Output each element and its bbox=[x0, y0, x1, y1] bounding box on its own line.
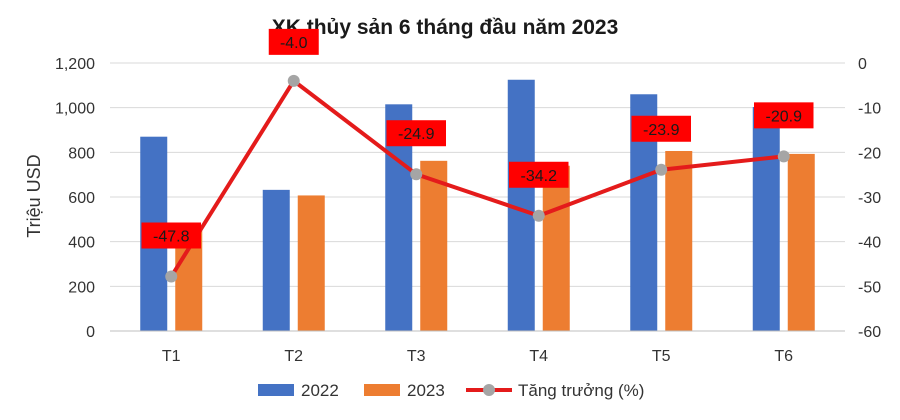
data-label-box bbox=[754, 102, 814, 129]
x-tick-label: T1 bbox=[162, 348, 181, 365]
y2-tick-label: -10 bbox=[858, 101, 881, 118]
data-label: -47.8 bbox=[153, 229, 190, 246]
x-tick-label: T6 bbox=[774, 348, 793, 365]
x-tick-label: T5 bbox=[652, 348, 671, 365]
bar-2022 bbox=[752, 106, 780, 331]
y2-tick-label: -60 bbox=[858, 324, 881, 341]
growth-marker bbox=[777, 150, 790, 163]
data-label: -24.9 bbox=[398, 126, 435, 143]
x-tick-label: T3 bbox=[407, 348, 426, 365]
y2-axis-ticks: -60 -50 -40 -30 -20 -10 0 bbox=[858, 56, 881, 341]
bar-2023 bbox=[542, 165, 570, 331]
x-tick-label: T2 bbox=[284, 348, 303, 365]
data-label: -34.2 bbox=[521, 168, 558, 185]
y-tick-label: 1,200 bbox=[55, 56, 95, 73]
x-axis-ticks: T1 T2 T3 T4 T5 T6 bbox=[162, 348, 793, 365]
y-tick-label: 0 bbox=[86, 324, 95, 341]
legend-label-2023: 2023 bbox=[407, 381, 445, 400]
growth-marker bbox=[410, 168, 423, 181]
y-axis-label: Triệu USD bbox=[24, 154, 44, 237]
bar-2023 bbox=[787, 153, 815, 331]
data-label-box bbox=[631, 115, 691, 142]
y2-tick-label: -50 bbox=[858, 279, 881, 296]
data-label-box bbox=[509, 161, 569, 188]
data-label-box bbox=[268, 28, 319, 55]
legend-label-2022: 2022 bbox=[301, 381, 339, 400]
bar-2023 bbox=[297, 195, 325, 331]
legend-marker-growth bbox=[483, 384, 495, 396]
growth-marker bbox=[655, 163, 668, 176]
growth-line-series: -47.8 -4.0 -24.9 -34.2 -23.9 -20.9 bbox=[141, 28, 814, 283]
y-tick-label: 400 bbox=[68, 235, 95, 252]
y-tick-label: 600 bbox=[68, 190, 95, 207]
growth-marker bbox=[532, 209, 545, 222]
y2-tick-label: -20 bbox=[858, 145, 881, 162]
gridlines bbox=[110, 62, 845, 287]
y-tick-label: 1,000 bbox=[55, 101, 95, 118]
growth-line bbox=[169, 78, 784, 278]
data-label: -20.9 bbox=[766, 108, 803, 125]
bar-2023 bbox=[420, 160, 448, 331]
legend: 2022 2023 Tăng trưởng (%) bbox=[258, 381, 644, 400]
x-tick-label: T4 bbox=[529, 348, 548, 365]
bars bbox=[140, 79, 815, 332]
growth-marker bbox=[287, 74, 300, 87]
y2-tick-label: 0 bbox=[858, 56, 867, 73]
data-label: -4.0 bbox=[280, 35, 308, 52]
chart-title: XK thủy sản 6 tháng đầu năm 2023 bbox=[272, 16, 619, 39]
data-label: -23.9 bbox=[643, 122, 680, 139]
y-axis-ticks: 0 200 400 600 800 1,000 1,200 bbox=[55, 56, 95, 341]
legend-label-growth: Tăng trưởng (%) bbox=[518, 381, 644, 400]
bar-2022 bbox=[262, 189, 290, 331]
legend-swatch-2023 bbox=[364, 384, 400, 396]
y2-tick-label: -40 bbox=[858, 235, 881, 252]
y-tick-label: 800 bbox=[68, 145, 95, 162]
bar-2023 bbox=[665, 150, 693, 331]
legend-swatch-2022 bbox=[258, 384, 294, 396]
y-tick-label: 200 bbox=[68, 279, 95, 296]
data-label-box bbox=[386, 120, 446, 147]
growth-marker bbox=[165, 270, 178, 283]
data-label-box bbox=[141, 222, 201, 249]
y2-tick-label: -30 bbox=[858, 190, 881, 207]
